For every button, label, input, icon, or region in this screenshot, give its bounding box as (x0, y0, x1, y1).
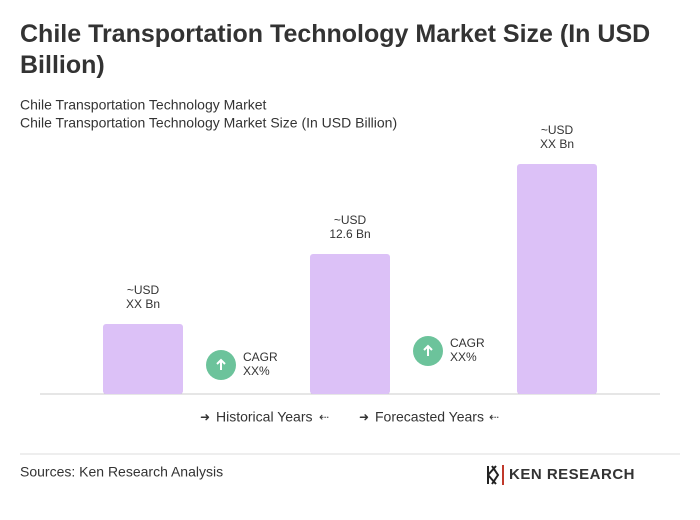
value-label: ~USD (541, 123, 574, 137)
cagr-label: CAGR (450, 336, 485, 350)
value-label: XX Bn (540, 137, 574, 151)
legend-arrow: ➜ (200, 410, 210, 424)
cagr-label: XX% (243, 364, 270, 378)
value-label: XX Bn (126, 297, 160, 311)
title-line: Chile Transportation Technology Market S… (20, 20, 650, 48)
value-label: ~USD (127, 283, 160, 297)
logo: KEN RESEARCH (487, 465, 635, 485)
subtitle: Chile Transportation Technology Market S… (20, 115, 397, 131)
bar (310, 254, 390, 394)
bar (517, 164, 597, 394)
value-label: 12.6 Bn (329, 227, 370, 241)
legend-label: Forecasted Years (375, 409, 484, 425)
cagr-label: XX% (450, 350, 477, 364)
source: Sources: Ken Research Analysis (20, 464, 223, 480)
chart-title: Chile Transportation Technology Market S… (20, 20, 650, 79)
logo-text: KEN RESEARCH (509, 466, 635, 483)
legend-label: Historical Years (216, 409, 313, 425)
cagr-arrow (423, 344, 433, 356)
value-label: ~USD (334, 213, 367, 227)
bar (103, 324, 183, 394)
logo-icon (487, 465, 500, 485)
title-line: Billion) (20, 51, 105, 79)
legend-arrow: ⇠ (489, 410, 499, 424)
legend-arrow: ➜ (359, 410, 369, 424)
cagr-label: CAGR (243, 350, 278, 364)
legend-arrow: ⇠ (319, 410, 329, 424)
cagr-arrow (216, 358, 226, 370)
subtitle: Chile Transportation Technology Market (20, 97, 267, 113)
